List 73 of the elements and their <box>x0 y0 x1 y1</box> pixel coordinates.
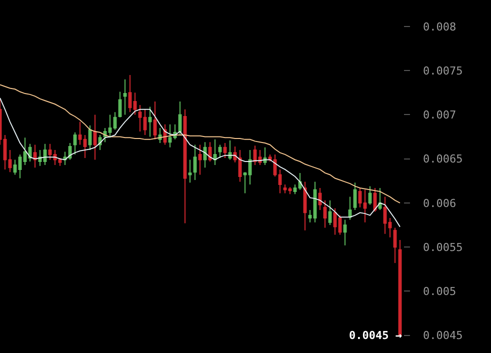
candlestick <box>308 210 312 223</box>
candlestick <box>183 108 187 224</box>
candlestick <box>243 172 247 194</box>
candlestick <box>73 132 77 155</box>
candlestick <box>178 100 182 136</box>
candlestick <box>138 104 142 132</box>
y-tick-label: 0.005 <box>423 285 456 298</box>
candlestick <box>43 143 47 166</box>
candlestick <box>363 189 367 223</box>
candlestick <box>193 144 197 181</box>
candlestick <box>58 157 62 166</box>
candlestick <box>53 150 57 166</box>
candlestick <box>298 172 302 190</box>
candlestick <box>23 137 27 166</box>
candlestick <box>353 182 357 211</box>
candlestick <box>8 150 12 173</box>
candlestick <box>223 142 227 158</box>
candlestick <box>358 187 362 208</box>
candlestick <box>328 200 332 226</box>
candlestick <box>108 114 112 138</box>
candlestick <box>113 112 117 130</box>
candlestick <box>48 143 52 160</box>
candlestick <box>143 108 147 136</box>
y-tick-label: 0.0055 <box>423 240 463 254</box>
candlestick <box>93 114 97 160</box>
candlestick <box>18 154 22 179</box>
candlestick <box>13 159 17 176</box>
candlestick <box>203 142 207 168</box>
candlestick <box>393 227 397 264</box>
y-tick-label: 0.0065 <box>423 152 463 166</box>
line-series <box>0 97 400 228</box>
candlestick <box>78 121 82 146</box>
y-tick-label: 0.0045 <box>423 329 463 342</box>
y-tick-label: 0.008 <box>423 20 456 34</box>
candlestick <box>278 168 282 194</box>
candlestick <box>218 144 222 158</box>
candlestick <box>133 92 137 116</box>
candlestick <box>248 150 252 185</box>
y-tick-label: 0.0075 <box>423 64 463 78</box>
candlestick <box>33 144 37 168</box>
candlestick <box>228 140 232 160</box>
candlestick <box>123 78 127 116</box>
candlestick <box>188 159 192 184</box>
candlestick <box>323 200 327 228</box>
candlestick <box>388 217 392 238</box>
candlestick <box>348 196 352 220</box>
candlestick <box>378 187 382 211</box>
candlestick <box>153 100 157 140</box>
candlestick <box>283 184 287 194</box>
candlestick <box>333 208 337 236</box>
candlestick <box>168 124 172 148</box>
candlestick <box>213 138 217 166</box>
candlestick <box>198 144 202 176</box>
candlestick <box>3 134 7 170</box>
candlestick <box>258 150 262 166</box>
y-tick-label: 0.007 <box>423 108 456 122</box>
candlestick <box>288 186 292 195</box>
candlestick <box>343 219 347 246</box>
candlestick <box>118 91 122 118</box>
candlestick <box>148 106 152 138</box>
y-tick-label: 0.006 <box>423 196 456 210</box>
candlestick <box>303 181 307 231</box>
candlestick <box>368 186 372 206</box>
annotation: 0.0045 → <box>349 329 402 342</box>
candlestick <box>293 184 297 195</box>
candlestick <box>263 146 267 166</box>
candlestick <box>383 196 387 234</box>
candlestick <box>238 150 242 182</box>
candlestick <box>83 134 87 158</box>
candlestick <box>38 150 42 166</box>
candlestick <box>313 181 317 223</box>
candlestick <box>128 74 132 113</box>
line-series <box>0 84 400 204</box>
